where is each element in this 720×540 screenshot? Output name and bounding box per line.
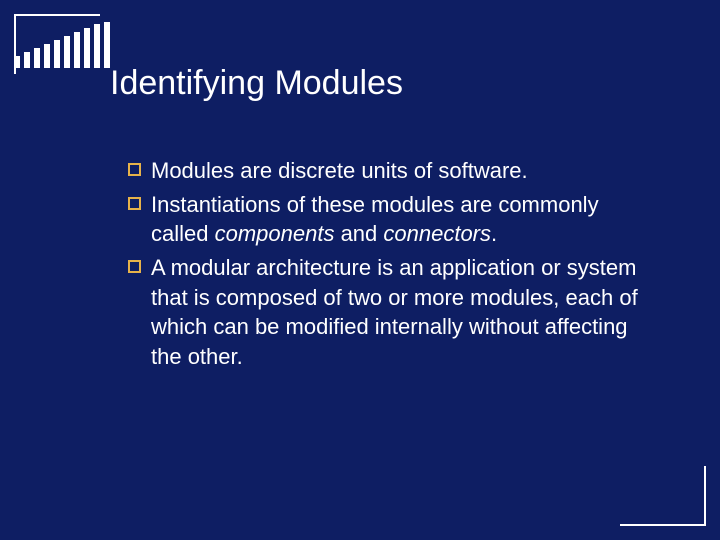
- slide-title: Identifying Modules: [110, 64, 403, 103]
- text-segment: and: [334, 221, 383, 246]
- bullet-text: A modular architecture is an application…: [151, 253, 644, 372]
- bullet-item: A modular architecture is an application…: [128, 253, 644, 372]
- bullet-box-icon: [128, 163, 141, 176]
- text-segment: .: [491, 221, 497, 246]
- decor-bars: [14, 22, 110, 68]
- slide: Identifying Modules Modules are discrete…: [0, 0, 720, 540]
- text-segment: A modular architecture is an application…: [151, 255, 638, 369]
- bullet-text: Modules are discrete units of software.: [151, 156, 644, 186]
- decor-bar: [94, 24, 100, 68]
- decor-bar: [14, 56, 20, 68]
- slide-body: Modules are discrete units of software. I…: [128, 156, 644, 376]
- bullet-item: Modules are discrete units of software.: [128, 156, 644, 186]
- italic-text: connectors: [383, 221, 491, 246]
- bullet-box-icon: [128, 260, 141, 273]
- decor-bar: [54, 40, 60, 68]
- text-segment: Modules are discrete units of software.: [151, 158, 528, 183]
- decor-bar: [64, 36, 70, 68]
- bullet-item: Instantiations of these modules are comm…: [128, 190, 644, 249]
- bullet-text: Instantiations of these modules are comm…: [151, 190, 644, 249]
- decor-bar: [74, 32, 80, 68]
- decor-bar: [104, 22, 110, 68]
- bullet-box-icon: [128, 197, 141, 210]
- decor-bar: [34, 48, 40, 68]
- decor-bar: [84, 28, 90, 68]
- decor-bar: [44, 44, 50, 68]
- decor-bar: [24, 52, 30, 68]
- italic-text: components: [215, 221, 335, 246]
